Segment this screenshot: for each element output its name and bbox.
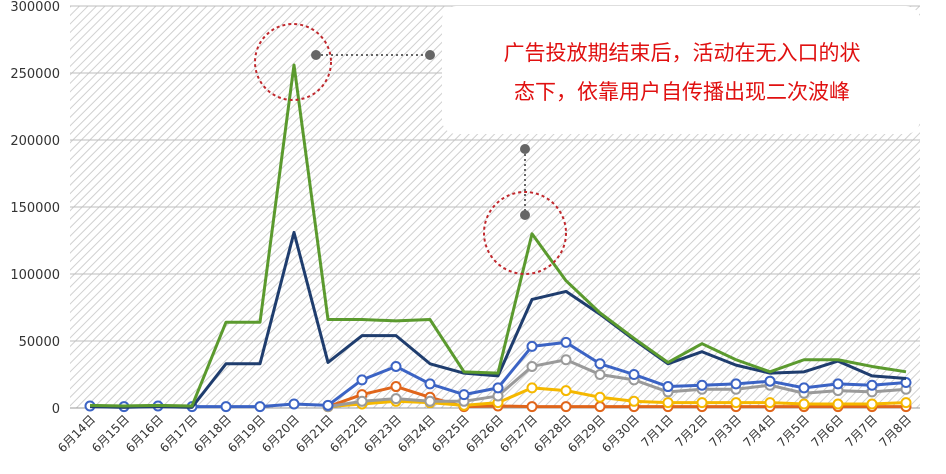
data-point	[560, 354, 572, 366]
data-point	[254, 401, 266, 413]
data-point	[594, 369, 606, 380]
data-point	[390, 360, 402, 372]
data-point	[866, 398, 878, 410]
data-point	[560, 336, 572, 348]
data-point	[900, 397, 912, 409]
data-point	[798, 382, 810, 394]
annotation-callout: 广告投放期结束后，活动在无入口的状 态下，依靠用户自传播出现二次波峰	[254, 6, 920, 275]
data-point	[492, 382, 504, 394]
y-tick-label: 100000	[10, 268, 60, 283]
annotation-dot-2b	[520, 210, 530, 220]
data-point	[764, 397, 776, 409]
data-point	[662, 381, 674, 393]
data-point	[526, 360, 538, 372]
data-point	[866, 379, 878, 391]
data-point	[628, 369, 640, 380]
data-point	[390, 393, 402, 405]
x-tick-label: 7月5日	[774, 412, 812, 450]
series-line	[327, 385, 906, 409]
x-tick-label: 7月1日	[638, 412, 676, 450]
y-axis-ticks: 0 50000 100000 150000 200000 250000 300000	[10, 0, 60, 417]
data-point	[560, 401, 572, 413]
data-point	[628, 395, 640, 407]
x-tick-label: 6月30日	[599, 412, 642, 455]
data-point	[288, 398, 300, 410]
y-tick-label: 50000	[19, 335, 60, 350]
data-point	[662, 397, 674, 409]
data-point	[424, 378, 436, 390]
data-point	[526, 340, 538, 352]
data-point	[764, 375, 776, 387]
data-point	[322, 399, 334, 411]
annotation-dot-1b	[425, 50, 435, 60]
data-point	[832, 398, 844, 410]
y-tick-label: 250000	[10, 67, 60, 82]
y-tick-label: 300000	[10, 0, 60, 15]
data-point	[832, 378, 844, 390]
data-point	[798, 398, 810, 410]
data-point	[594, 358, 606, 370]
data-point	[696, 379, 708, 391]
x-tick-label: 7月8日	[876, 412, 914, 450]
data-point	[526, 401, 538, 413]
annotation-circle-peak2	[483, 191, 567, 275]
y-tick-label: 150000	[10, 201, 60, 216]
series-2	[84, 336, 912, 413]
data-point	[730, 378, 742, 390]
annotation-text-line-2: 态下，依靠用户自传播出现二次波峰	[514, 80, 850, 104]
x-tick-label: 7月4日	[740, 412, 778, 450]
series-line	[327, 358, 907, 409]
series-lines	[84, 63, 912, 413]
x-tick-label: 7月3日	[706, 412, 744, 450]
data-point	[594, 391, 606, 403]
x-tick-label: 7月6日	[808, 412, 846, 450]
annotation-text-line-1: 广告投放期结束后，活动在无入口的状	[504, 41, 861, 65]
x-axis-ticks: 6月14日6月15日6月16日6月17日6月18日6月19日6月20日6月21日…	[55, 412, 914, 455]
data-point	[560, 385, 572, 397]
annotation-dot-1a	[311, 50, 321, 60]
series-line	[327, 386, 907, 409]
annotation-circle-peak1	[254, 23, 332, 101]
data-point	[390, 381, 402, 393]
annotation-box	[442, 6, 920, 134]
y-tick-label: 0	[52, 402, 60, 417]
x-tick-label: 7月7日	[842, 412, 880, 450]
series-line	[89, 63, 907, 408]
data-point	[356, 395, 368, 407]
data-point	[696, 397, 708, 409]
data-point	[458, 389, 470, 401]
series-0	[89, 63, 907, 408]
data-point	[594, 401, 606, 413]
y-tick-label: 200000	[10, 134, 60, 149]
x-tick-label: 7月2日	[672, 412, 710, 450]
annotation-dot-2a	[520, 144, 530, 154]
data-point	[220, 401, 232, 413]
data-point	[526, 382, 538, 394]
data-point	[730, 397, 742, 409]
data-point	[424, 395, 436, 407]
data-point	[356, 374, 368, 386]
